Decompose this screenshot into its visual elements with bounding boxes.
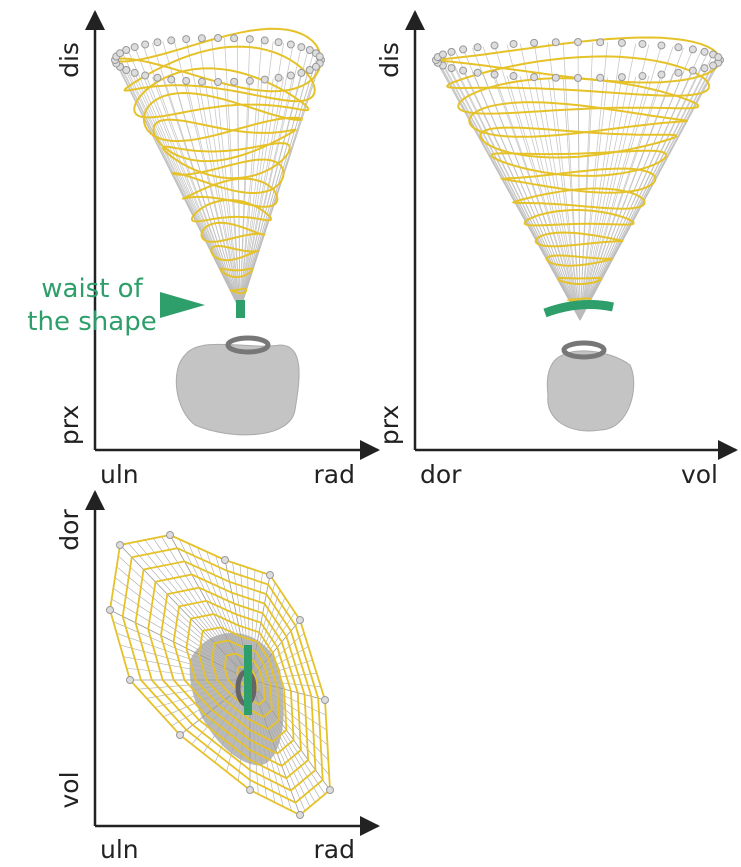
marker-dot	[167, 532, 174, 539]
radial-line	[118, 556, 250, 680]
marker-dot	[246, 36, 253, 43]
marker-dot	[448, 65, 455, 72]
marker-dot	[306, 66, 313, 73]
y-axis-bottom-label: prx	[55, 405, 84, 445]
marker-dot	[618, 39, 625, 46]
marker-dot	[117, 542, 124, 549]
y-axis-top-label: dis	[375, 42, 404, 78]
y-axis-top-label: dor	[55, 509, 84, 551]
marker-dot	[142, 41, 149, 48]
marker-dot	[710, 62, 717, 69]
marker-dot	[639, 40, 646, 47]
marker-dot	[474, 44, 481, 51]
waist	[244, 645, 252, 715]
marker-dot	[531, 39, 538, 46]
y-axis-bottom-label: vol	[55, 771, 84, 808]
marker-dot	[123, 47, 130, 54]
marker-dot	[168, 76, 175, 83]
marker-dot	[460, 67, 467, 74]
marker-dot	[198, 35, 205, 42]
marker-dot	[675, 44, 682, 51]
marker-dot	[154, 74, 161, 81]
marker-dot	[618, 74, 625, 81]
marker-dot	[131, 44, 138, 51]
marker-dot	[287, 41, 294, 48]
marker-dot	[107, 607, 114, 614]
marker-dot	[552, 74, 559, 81]
marker-dot	[715, 54, 722, 61]
marker-dot	[215, 35, 222, 42]
marker-dot	[689, 67, 696, 74]
annotation-arrow	[160, 292, 205, 318]
marker-dot	[127, 677, 134, 684]
marker-dot	[142, 72, 149, 79]
marker-dot	[287, 72, 294, 79]
x-axis-right-label: rad	[314, 460, 355, 489]
marker-dot	[298, 44, 305, 51]
marker-dot	[183, 77, 190, 84]
marker-dot	[491, 71, 498, 78]
annotation: the shape	[27, 307, 156, 337]
marker-dot	[639, 73, 646, 80]
marker-dot	[575, 75, 582, 82]
marker-dot	[222, 557, 229, 564]
marker-dot	[439, 51, 446, 58]
marker-dot	[327, 787, 334, 794]
marker-dot	[131, 69, 138, 76]
ring	[564, 343, 604, 357]
marker-dot	[658, 42, 665, 49]
marker-dot	[275, 39, 282, 46]
marker-dot	[267, 572, 274, 579]
marker-dot	[658, 71, 665, 78]
marker-dot	[552, 39, 559, 46]
marker-dot	[474, 69, 481, 76]
waist	[236, 300, 245, 318]
marker-dot	[448, 48, 455, 55]
y-axis-top-label: dis	[55, 42, 84, 78]
marker-dot	[531, 74, 538, 81]
annotation: waist of	[41, 274, 143, 304]
marker-dot	[177, 732, 184, 739]
marker-dot	[183, 36, 190, 43]
figure: dis prx uln rad waist of the shape dis p…	[0, 0, 741, 867]
marker-dot	[675, 69, 682, 76]
marker-dot	[510, 40, 517, 47]
bone	[547, 351, 633, 431]
cone-line	[580, 49, 693, 320]
marker-dot	[154, 39, 161, 46]
marker-dot	[297, 812, 304, 819]
marker-dot	[168, 37, 175, 44]
marker-dot	[261, 76, 268, 83]
marker-dot	[246, 77, 253, 84]
marker-dot	[298, 69, 305, 76]
marker-dot	[316, 53, 323, 60]
marker-dot	[597, 39, 604, 46]
bone	[176, 344, 299, 435]
marker-dot	[198, 78, 205, 85]
marker-dot	[491, 42, 498, 49]
marker-dot	[701, 48, 708, 55]
x-axis-left-label: uln	[100, 835, 139, 864]
marker-dot	[247, 787, 254, 794]
marker-dot	[297, 617, 304, 624]
marker-dot	[322, 697, 329, 704]
marker-dot	[510, 73, 517, 80]
marker-dot	[231, 35, 238, 42]
y-axis-bottom-label: prx	[375, 405, 404, 445]
marker-dot	[701, 65, 708, 72]
x-axis-left-label: uln	[100, 460, 139, 489]
marker-dot	[575, 39, 582, 46]
marker-dot	[689, 46, 696, 53]
x-axis-left-label: dor	[420, 460, 462, 489]
marker-dot	[460, 46, 467, 53]
marker-dot	[275, 74, 282, 81]
marker-dot	[215, 79, 222, 86]
cone-line	[455, 51, 580, 320]
x-axis-right-label: rad	[314, 835, 355, 864]
marker-dot	[261, 37, 268, 44]
x-axis-right-label: vol	[681, 460, 718, 489]
marker-dot	[231, 78, 238, 85]
marker-dot	[597, 74, 604, 81]
